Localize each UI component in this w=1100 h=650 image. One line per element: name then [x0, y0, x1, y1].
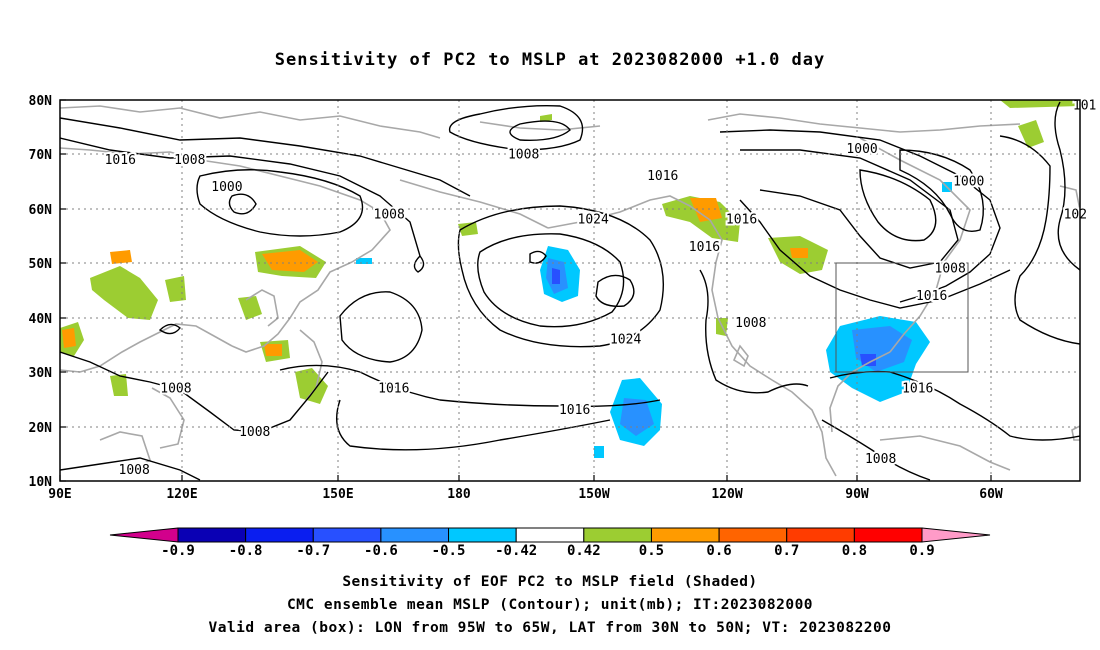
shade-negative	[860, 354, 876, 366]
contour-label: 1016	[105, 153, 136, 168]
contour-label: 1008	[935, 262, 966, 277]
contour-label: 1000	[953, 175, 984, 190]
shade-positive	[165, 276, 186, 302]
lon-label: 120E	[166, 487, 197, 502]
colorbar-segment	[583, 527, 652, 543]
lat-label: 50N	[29, 257, 53, 272]
colorbar	[109, 527, 991, 543]
lat-lon-grid	[60, 100, 1080, 481]
contour-label: 1000	[211, 180, 242, 195]
caption-line-3: Valid area (box): LON from 95W to 65W, L…	[208, 620, 892, 636]
lat-label: 30N	[29, 366, 53, 381]
chart-title: Sensitivity of PC2 to MSLP at 2023082000…	[274, 50, 826, 70]
lon-label: 120W	[711, 487, 742, 502]
contour-label: 1024	[610, 332, 641, 347]
colorbar-tick-label: -0.5	[431, 543, 466, 559]
colorbar-tick-label: -0.42	[495, 543, 538, 559]
plot-frame	[59, 99, 1081, 482]
lat-label: 40N	[29, 312, 53, 327]
lon-label: 180	[447, 487, 471, 502]
caption-line-2: CMC ensemble mean MSLP (Contour); unit(m…	[286, 597, 814, 613]
colorbar-segment	[245, 527, 314, 543]
contour-label: 1016	[378, 381, 409, 396]
mslp-contours	[60, 101, 1080, 481]
colorbar-tick-label: -0.7	[296, 543, 331, 559]
contour-label: 1016	[689, 240, 720, 255]
colorbar-segment	[312, 527, 382, 543]
contour-label: 1024	[578, 213, 609, 228]
shade-positive-orange	[62, 328, 76, 348]
contour-label: 1008	[865, 452, 896, 467]
colorbar-low-arrow	[109, 527, 179, 543]
contour-label: 1016	[902, 381, 933, 396]
contour-label: 1016	[559, 403, 590, 418]
lon-label: 150W	[578, 487, 609, 502]
colorbar-segment	[853, 527, 923, 543]
lat-label: 60N	[29, 203, 53, 218]
contour-label: 1008	[735, 316, 766, 331]
colorbar-tick-label: -0.9	[161, 543, 195, 559]
colorbar-tick-label: 0.42	[566, 543, 601, 559]
shade-positive	[295, 368, 328, 404]
contour-labels: 1016 1008 1000 1008 1008 1016 1024 1016 1016 1000…	[103, 96, 1099, 480]
colorbar-tick-label: 0.6	[706, 543, 732, 559]
contour-label: 101	[1073, 98, 1096, 113]
lon-label: 150E	[322, 487, 353, 502]
shade-positive	[238, 296, 262, 320]
colorbar-segment	[650, 527, 720, 543]
contour-label: 1016	[726, 213, 757, 228]
contour-label: 1000	[846, 142, 877, 157]
contour-label: 1008	[119, 463, 150, 478]
shade-negative	[620, 398, 654, 436]
shade-positive-orange	[264, 344, 282, 356]
colorbar-tick-label: 0.8	[841, 543, 868, 559]
sensitivity-shading	[60, 100, 1080, 458]
contour-label: 1016	[647, 169, 678, 184]
lat-label: 10N	[29, 475, 53, 490]
lat-label: 20N	[29, 421, 53, 436]
shade-positive-orange	[110, 250, 132, 264]
colorbar-segment	[718, 527, 788, 543]
colorbar-tick-label: 0.7	[774, 543, 800, 559]
colorbar-tick-label: 0.9	[909, 543, 935, 559]
contour-label: 102	[1064, 207, 1087, 222]
colorbar-segment	[380, 527, 450, 543]
shade-positive-orange	[790, 248, 808, 258]
contour-label: 1008	[374, 207, 405, 222]
shade-positive-orange	[690, 198, 722, 222]
colorbar-segment	[786, 527, 855, 543]
lon-label: 60W	[979, 487, 1003, 502]
lon-label: 90E	[48, 487, 71, 502]
lat-label: 80N	[29, 94, 53, 109]
axis-ticks	[59, 99, 992, 482]
shade-positive	[458, 222, 478, 236]
colorbar-tick-label: -0.6	[364, 543, 398, 559]
shade-negative	[594, 446, 604, 458]
colorbar-tick-label: -0.8	[228, 543, 263, 559]
contour-label: 1016	[916, 289, 947, 304]
contour-label: 1008	[174, 153, 205, 168]
valid-area-box	[835, 262, 969, 373]
colorbar-segment	[177, 527, 247, 543]
shade-positive	[540, 114, 552, 122]
caption-line-1: Sensitivity of EOF PC2 to MSLP field (Sh…	[342, 574, 758, 590]
shade-positive	[1000, 100, 1080, 108]
shade-negative	[552, 268, 560, 284]
colorbar-tick-label: 0.5	[638, 543, 665, 559]
colorbar-high-arrow	[921, 527, 991, 543]
colorbar-segment	[448, 527, 517, 543]
colorbar-segment	[515, 527, 585, 543]
shade-positive	[110, 374, 128, 396]
lat-label: 70N	[29, 148, 53, 163]
contour-label: 1008	[239, 425, 270, 440]
shade-positive-orange	[262, 250, 318, 272]
contour-label: 1008	[508, 147, 539, 162]
shade-positive	[1018, 120, 1044, 148]
shade-positive	[90, 266, 158, 320]
contour-label: 1008	[160, 381, 191, 396]
lon-label: 90W	[845, 487, 869, 502]
